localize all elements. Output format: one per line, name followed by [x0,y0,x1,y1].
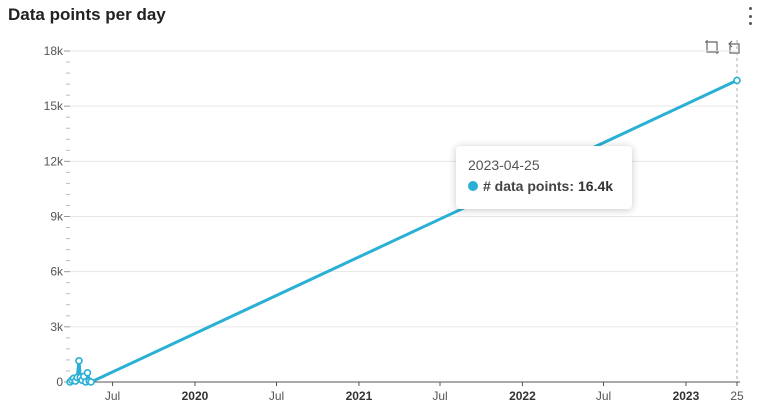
tooltip-value: 16.4k [578,178,614,194]
series-marker-icon [468,181,478,191]
y-tick-label: 9k [50,210,64,224]
y-tick-label: 6k [50,265,64,279]
x-tick-label: Jul [105,389,120,403]
x-tick-label: 2022 [509,389,536,403]
tooltip-row: # data points: 16.4k [468,178,620,194]
data-point [87,378,95,386]
y-tick-label: 12k [44,154,64,168]
more-options-icon[interactable] [742,7,758,25]
x-tick-label: 2020 [182,389,209,403]
x-tick-label: 2023 [673,389,700,403]
y-tick-label: 3k [50,320,64,334]
y-tick-label: 15k [44,99,64,113]
x-tick-label: Jul [596,389,611,403]
zoom-select-icon[interactable] [704,39,720,55]
y-tick-label: 18k [44,44,64,58]
series-line [68,79,738,384]
panel-title: Data points per day [8,5,166,24]
x-tick-label: Jul [269,389,284,403]
chart-tooltip: 2023-04-25 # data points: 16.4k [456,146,632,209]
x-tick-label: 2021 [346,389,373,403]
data-point [733,76,741,85]
y-tick-label: 0 [56,375,63,389]
tooltip-label: # data points: [483,178,575,194]
data-point [75,357,83,365]
data-point [83,369,92,377]
x-tick-label: Jul [432,389,447,403]
tooltip-date: 2023-04-25 [468,157,540,173]
x-tick-label: 25 [730,389,744,403]
